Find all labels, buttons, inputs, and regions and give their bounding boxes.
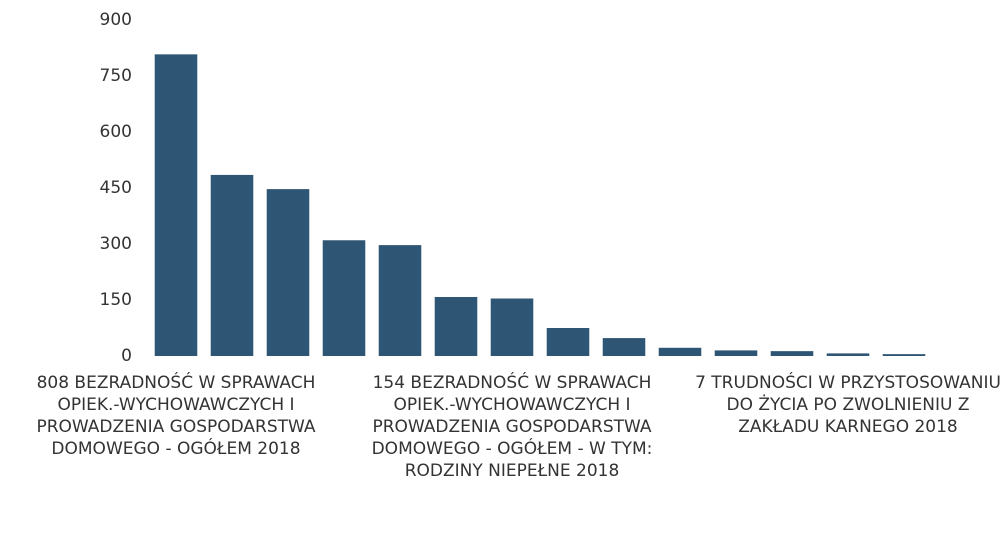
x-tick-label: 7 TRUDNOŚCI W PRZYSTOSOWANIU DO ŻYCIA PO…	[695, 373, 1001, 437]
y-tick-label: 900	[100, 10, 132, 30]
bar	[602, 338, 646, 356]
bar	[322, 240, 366, 356]
bar	[266, 189, 310, 356]
y-tick-label: 150	[100, 290, 132, 310]
bar	[378, 245, 422, 356]
bar	[434, 297, 478, 356]
x-tick-label: 154 BEZRADNOŚĆ W SPRAWACH OPIEK.-WYCHOWA…	[371, 373, 653, 481]
x-tick-label: 808 BEZRADNOŚĆ W SPRAWACH OPIEK.-WYCHOWA…	[36, 373, 316, 459]
bar	[154, 54, 198, 356]
bar	[490, 298, 534, 356]
bar	[882, 354, 926, 356]
bar	[546, 328, 590, 356]
y-tick-label: 450	[100, 178, 132, 198]
bar	[826, 353, 870, 356]
y-tick-label: 0	[121, 346, 132, 366]
bar	[770, 351, 814, 356]
y-tick-label: 600	[100, 122, 132, 142]
bar	[714, 350, 758, 356]
y-tick-label: 750	[100, 66, 132, 86]
y-tick-label: 300	[100, 234, 132, 254]
bar	[658, 347, 702, 356]
bar	[210, 174, 254, 356]
